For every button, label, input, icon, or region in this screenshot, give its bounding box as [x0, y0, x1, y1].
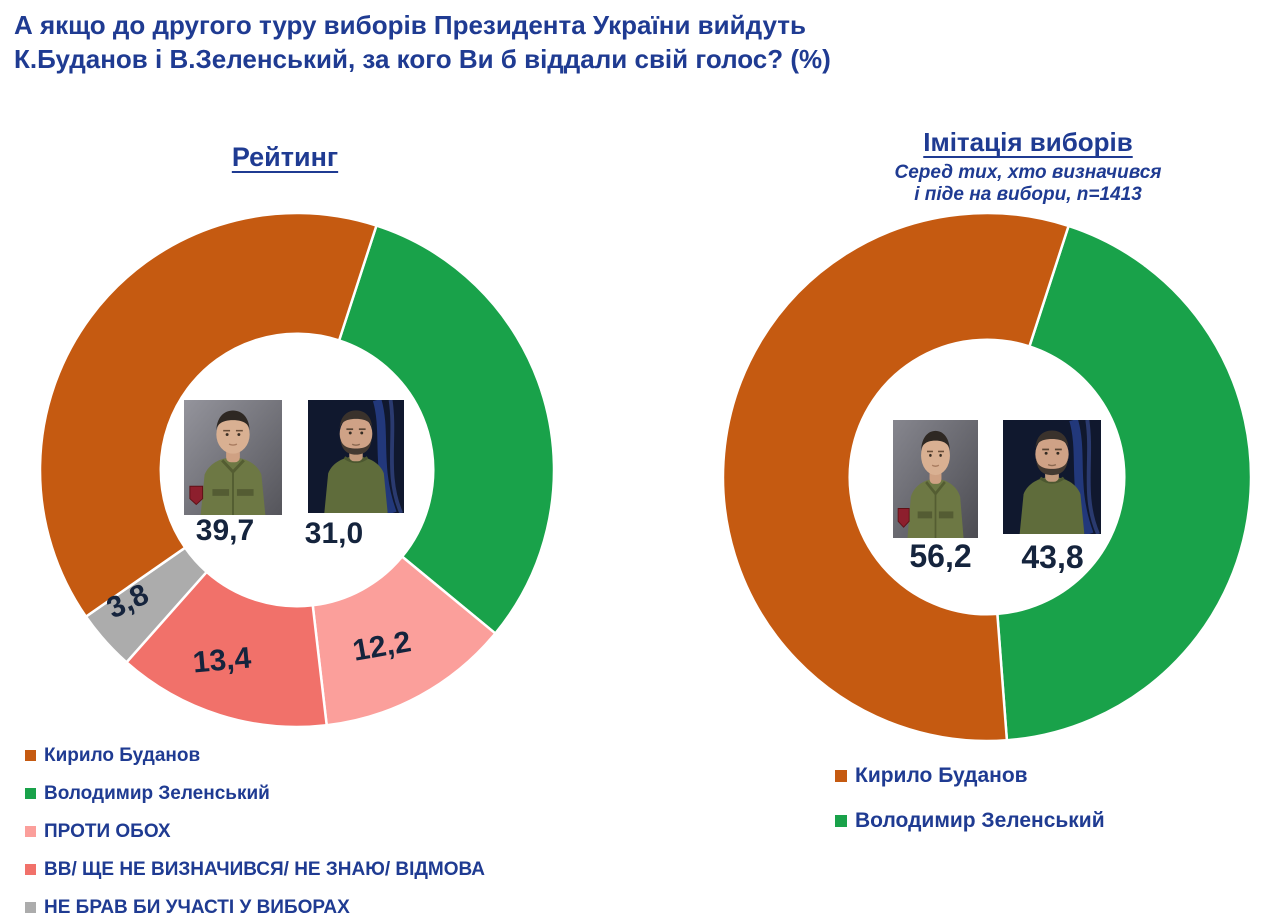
- legend-item-against-both: ПРОТИ ОБОХ: [25, 821, 485, 842]
- zelenskyy-swatch-icon: [25, 788, 36, 799]
- undecided-swatch-icon: [25, 864, 36, 875]
- budanov-swatch-icon: [835, 770, 847, 782]
- runoff-chart-subtitle: Серед тих, хто визначився і піде на вибо…: [894, 162, 1162, 205]
- budanov-swatch-icon: [25, 750, 36, 761]
- legend-item-budanov: Кирило Буданов: [835, 764, 1105, 787]
- zelenskyy-swatch-icon: [835, 815, 847, 827]
- donut-slice: [996, 224, 1253, 742]
- legend-label: ПРОТИ ОБОХ: [44, 821, 171, 842]
- legend-label: Кирило Буданов: [44, 745, 201, 766]
- page-title-line1: А якщо до другого туру виборів Президент…: [14, 10, 806, 40]
- legend-label: ВВ/ ЩЕ НЕ ВИЗНАЧИВСЯ/ НЕ ЗНАЮ/ ВІДМОВА: [44, 859, 486, 880]
- legend-label: Володимир Зеленський: [855, 809, 1105, 832]
- budanov-rating-value: 39,7: [195, 514, 255, 547]
- against-both-swatch-icon: [25, 826, 36, 837]
- runoff-chart-title-block: Імітація виборів Серед тих, хто визначив…: [818, 127, 1238, 206]
- legend-label: Володимир Зеленський: [44, 783, 270, 804]
- legend-item-no-participation: НЕ БРАВ БИ УЧАСТІ У ВИБОРАХ: [25, 897, 485, 918]
- page-title: А якщо до другого туру виборів Президент…: [14, 8, 1024, 76]
- budanov-photo: [893, 420, 978, 538]
- donut-slice: [721, 211, 1070, 743]
- zelenskyy-photo: [308, 400, 404, 513]
- legend-label: НЕ БРАВ БИ УЧАСТІ У ВИБОРАХ: [44, 897, 350, 918]
- legend-item-zelenskyy: Володимир Зеленський: [835, 809, 1105, 832]
- rating-chart-title: Рейтинг: [231, 142, 339, 172]
- donut-slice: [38, 211, 378, 618]
- zelenskyy-photo: [1003, 420, 1101, 534]
- rating-chart-legend: Кирило Буданов Володимир Зеленський ПРОТ…: [25, 745, 485, 922]
- legend-item-budanov: Кирило Буданов: [25, 745, 485, 766]
- budanov-runoff-value: 56,2: [909, 538, 972, 574]
- page-title-line2: К.Буданов і В.Зеленський, за кого Ви б в…: [14, 44, 831, 74]
- runoff-chart-legend: Кирило Буданов Володимир Зеленський: [835, 764, 1105, 854]
- legend-label: Кирило Буданов: [855, 764, 1028, 787]
- no-participation-swatch-icon: [25, 902, 36, 913]
- donut-slice: [337, 224, 556, 635]
- zelenskyy-rating-value: 31,0: [304, 517, 364, 550]
- runoff-chart-title: Імітація виборів: [923, 127, 1133, 157]
- budanov-photo: [184, 400, 282, 515]
- zelenskyy-runoff-value: 43,8: [1021, 539, 1084, 575]
- legend-item-undecided: ВВ/ ЩЕ НЕ ВИЗНАЧИВСЯ/ НЕ ЗНАЮ/ ВІДМОВА: [25, 859, 485, 880]
- legend-item-zelenskyy: Володимир Зеленський: [25, 783, 485, 804]
- runoff-donut-chart: [721, 211, 1253, 743]
- donut-slice: [125, 570, 328, 729]
- rating-donut-chart: [38, 211, 556, 729]
